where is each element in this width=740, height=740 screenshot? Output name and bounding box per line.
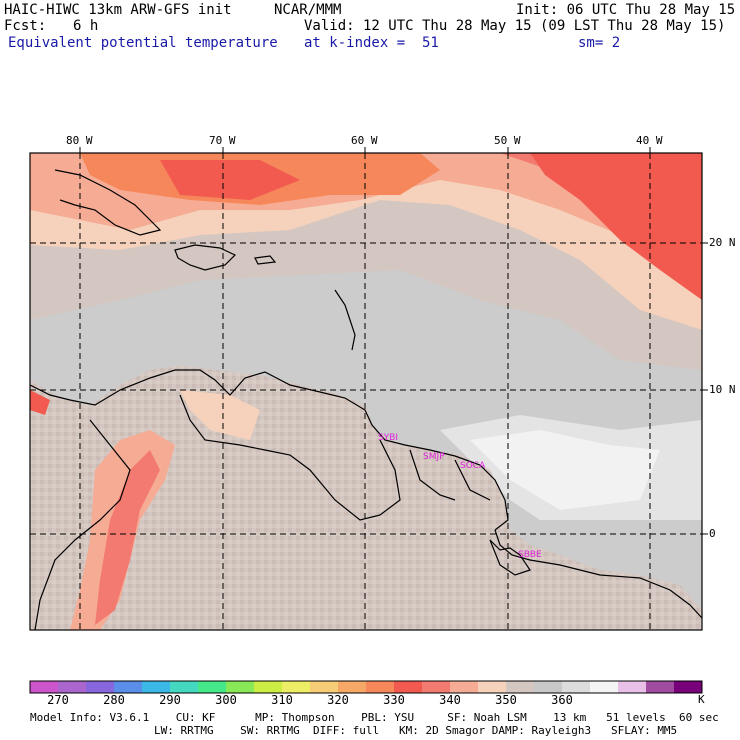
colorbar-label: 330 — [383, 693, 405, 707]
field-name: Equivalent potential temperature — [8, 35, 278, 51]
band-325-hispaniola — [160, 160, 300, 200]
colorbar-label: 320 — [327, 693, 349, 707]
lesser-antilles — [334, 289, 356, 351]
colorbar-unit: K — [698, 693, 705, 706]
guiana-border — [454, 459, 491, 501]
coastlines — [29, 169, 703, 631]
equivalent-potential-temperature-field — [30, 153, 702, 630]
station-smjp: SMJP — [423, 452, 445, 462]
org-label: NCAR/MMM — [274, 2, 342, 18]
station-sybi: SYBI — [378, 433, 398, 443]
lon-label-50w: 50 W — [494, 134, 521, 147]
lat-label-10n: 10 N — [709, 383, 736, 396]
lon-label-40w: 40 W — [636, 134, 663, 147]
venezuela-border — [179, 394, 381, 521]
puerto-rico-coast — [254, 255, 277, 265]
colorbar-label: 270 — [47, 693, 69, 707]
valid-time: Valid: 12 UTC Thu 28 May 15 (09 LST Thu … — [304, 18, 726, 34]
south-america-north-coast — [29, 369, 509, 531]
colombia-border — [34, 419, 131, 631]
smoothing-label: sm= 2 — [578, 35, 621, 51]
lat-lon-grid — [30, 153, 702, 630]
colorbar-label: 290 — [159, 693, 181, 707]
station-labels: SYBI SMJP SOCA SBBE — [378, 433, 542, 560]
guyana-border — [379, 439, 401, 516]
cuba-coast — [54, 169, 162, 236]
colorbar-label: 280 — [103, 693, 125, 707]
fcst-value: 6 h — [73, 18, 99, 34]
model-title: HAIC-HIWC 13km ARW-GFS init — [4, 2, 232, 18]
suriname-border — [409, 449, 456, 501]
colorbar-label: 310 — [271, 693, 293, 707]
colorbar-label: 300 — [215, 693, 237, 707]
colorbar-label: 360 — [551, 693, 573, 707]
lightest-atlantic — [470, 430, 660, 510]
lon-label-80w: 80 W — [66, 134, 93, 147]
brazil-coast — [494, 529, 703, 619]
hispaniola-coast — [174, 244, 237, 271]
level-label: at k-index = 51 — [304, 35, 439, 51]
map-ticks — [79, 147, 708, 535]
map-frame — [29, 152, 703, 631]
model-info-line1: Model Info: V3.6.1 CU: KF MP: Thompson P… — [30, 711, 719, 724]
band-325-east — [530, 153, 702, 300]
lon-label-60w: 60 W — [351, 134, 378, 147]
venezuela-warm-region — [180, 390, 260, 440]
colorbar-label: 340 — [439, 693, 461, 707]
marajo-island — [489, 539, 531, 576]
model-info-line2: LW: RRTMG SW: RRTMG DIFF: full KM: 2D Sm… — [154, 724, 678, 737]
station-soca: SOCA — [460, 461, 486, 471]
andes-warmer-core — [95, 450, 160, 625]
colorbar-label: 350 — [495, 693, 517, 707]
init-time: Init: 06 UTC Thu 28 May 15 — [516, 2, 736, 18]
lon-label-70w: 70 W — [209, 134, 236, 147]
lat-label-20n: 20 N — [709, 236, 736, 249]
lat-label-0: 0 — [709, 527, 716, 540]
panama-warm-spot — [30, 390, 50, 415]
fcst-label: Fcst: — [4, 18, 47, 34]
station-sbbe: SBBE — [518, 550, 542, 560]
